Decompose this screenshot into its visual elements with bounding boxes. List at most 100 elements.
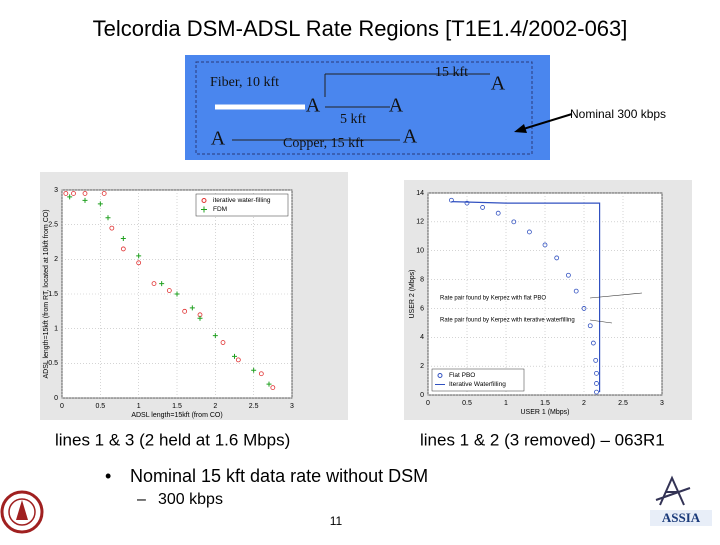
point xyxy=(159,281,165,287)
modem: A xyxy=(403,126,418,148)
legend-label: iterative water-filling xyxy=(213,197,271,204)
annotation: Rate pair found by Kerpez with flat PBO xyxy=(440,296,546,302)
y-tick-label: 6 xyxy=(420,305,424,312)
title: Telcordia DSM-ADSL Rate Regions [T1E1.4/… xyxy=(93,16,628,41)
point xyxy=(82,197,88,203)
y-tick-label: 0 xyxy=(54,395,58,402)
diagram-frame xyxy=(195,61,533,155)
x-tick-label: 0 xyxy=(60,403,64,410)
point xyxy=(594,370,599,376)
point xyxy=(566,272,571,278)
annotation-arrow xyxy=(589,292,643,299)
y-tick-label: 12 xyxy=(416,219,424,226)
point xyxy=(120,236,126,242)
point xyxy=(593,357,599,363)
point xyxy=(266,381,272,387)
x-tick-label: 2.5 xyxy=(618,400,628,407)
y-tick-label: 10 xyxy=(416,248,424,255)
x-axis-label: USER 1 (Mbps) xyxy=(520,409,569,416)
charts: 0 0.5 1 1.5 2 2.5 3 0 0.5 1 1.5 2 2.5 3 ADSL length=15… xyxy=(43,187,664,419)
point xyxy=(63,191,69,196)
point xyxy=(97,201,103,207)
x-tick-label: 0 xyxy=(426,400,430,407)
legend-box xyxy=(431,368,525,392)
point xyxy=(189,305,195,311)
y-tick-label: 2 xyxy=(54,256,58,263)
point xyxy=(105,215,111,221)
diagram-label: 5 kft xyxy=(340,112,366,127)
x-tick-label: 1.5 xyxy=(540,400,550,407)
legend-label: FDM xyxy=(213,206,227,213)
x-tick-label: 3 xyxy=(660,400,664,407)
point xyxy=(594,389,599,395)
y-tick-label: 1 xyxy=(54,326,58,333)
point xyxy=(120,246,126,252)
modem: A xyxy=(389,95,404,117)
annotation: Rate pair found by Kerpez with iterative… xyxy=(440,318,575,324)
point xyxy=(251,367,257,373)
point xyxy=(136,253,142,259)
y-tick-label: 0.5 xyxy=(48,360,58,367)
modem: A xyxy=(491,73,506,95)
point xyxy=(197,315,203,321)
point xyxy=(587,323,593,329)
y-tick-label: 2.5 xyxy=(48,222,58,229)
y-axis-label: ADSL length=15kft (from RT, located at 1… xyxy=(43,209,50,378)
bullet: Nominal 15 kft data rate without DSM xyxy=(130,466,428,486)
x-tick-label: 1 xyxy=(504,400,508,407)
modem: A xyxy=(211,128,226,150)
point xyxy=(109,225,115,231)
point xyxy=(542,242,548,248)
point xyxy=(554,255,560,261)
point xyxy=(511,219,517,225)
point xyxy=(101,191,107,196)
point xyxy=(573,288,579,294)
y-tick-label: 4 xyxy=(420,334,424,341)
x-tick-label: 0.5 xyxy=(95,403,105,410)
y-tick-label: 14 xyxy=(416,190,424,197)
x-tick-label: 3 xyxy=(290,403,294,410)
assia-logo: ASSIA xyxy=(650,475,712,526)
university-logo xyxy=(0,490,44,534)
page-number: 11 xyxy=(330,514,343,528)
point xyxy=(590,340,596,346)
modem: A xyxy=(306,95,321,117)
x-tick-label: 2.5 xyxy=(249,403,259,410)
note: Nominal 300 kbps xyxy=(570,107,666,121)
point xyxy=(235,357,241,363)
point xyxy=(82,191,88,196)
diagram-label: Copper, 15 kft xyxy=(283,136,364,151)
y-tick-label: 1.5 xyxy=(48,291,58,298)
x-tick-label: 2 xyxy=(582,400,586,407)
series-line xyxy=(451,201,601,393)
y-tick-label: 0 xyxy=(420,392,424,399)
diagram-label: Fiber, 10 kft xyxy=(210,75,279,90)
x-tick-label: 2 xyxy=(213,403,217,410)
point xyxy=(581,306,587,311)
legend-swatch xyxy=(437,373,443,378)
arrowhead xyxy=(514,124,527,133)
legend-box xyxy=(195,193,289,217)
sub-bullet: 300 kbps xyxy=(158,491,223,508)
bullet-marker: • xyxy=(105,466,111,486)
legend-label: Flat PBO xyxy=(449,372,475,379)
point xyxy=(594,381,599,386)
point xyxy=(220,340,226,345)
x-tick-label: 1 xyxy=(137,403,141,410)
point xyxy=(71,191,76,196)
point xyxy=(232,353,237,359)
arrow xyxy=(519,113,573,131)
point xyxy=(151,281,157,287)
point xyxy=(527,229,532,235)
y-axis-label: USER 2 (Mbps) xyxy=(409,269,416,318)
legend-swatch xyxy=(201,198,207,203)
caption: lines 1 & 2 (3 removed) – 063R1 xyxy=(420,430,665,449)
point xyxy=(166,288,172,293)
y-tick-label: 3 xyxy=(54,187,58,194)
point xyxy=(258,371,264,377)
point xyxy=(136,260,142,266)
annotation-arrow xyxy=(589,319,613,324)
diagram-label: 15 kft xyxy=(435,65,468,80)
point xyxy=(464,200,470,206)
point xyxy=(67,194,73,200)
